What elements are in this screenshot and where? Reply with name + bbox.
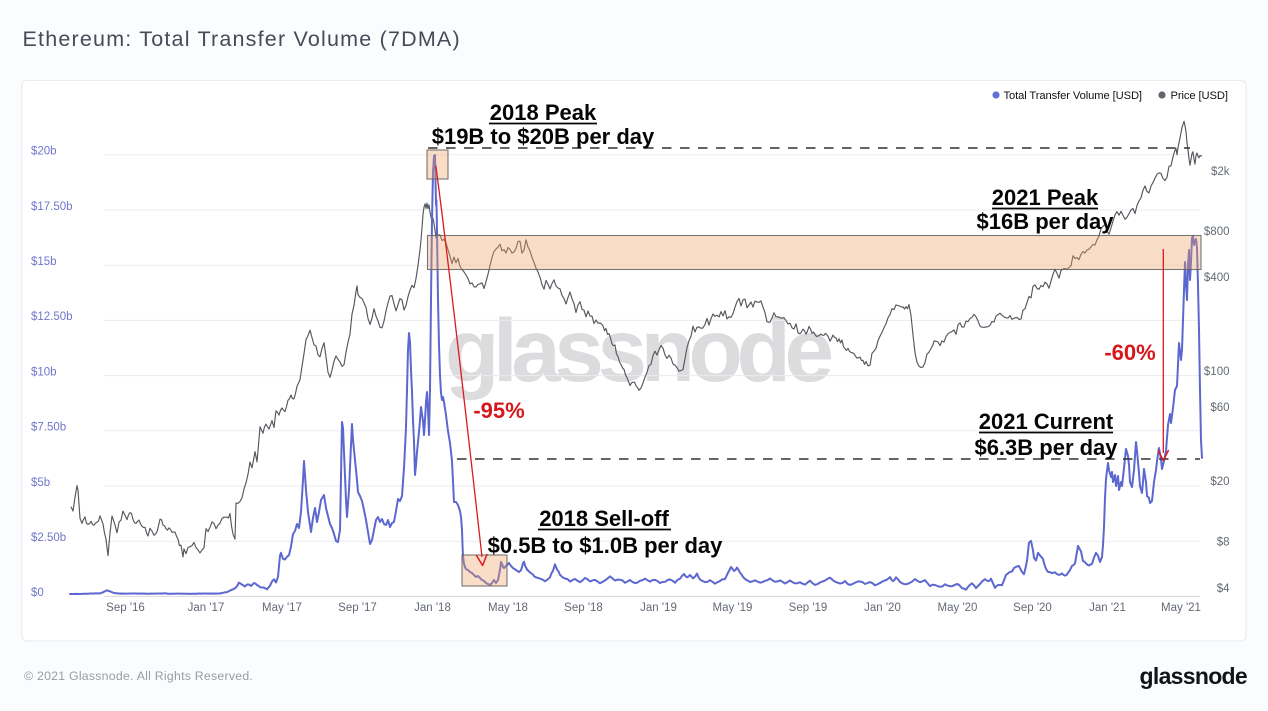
svg-text:May '18: May '18 xyxy=(488,602,528,614)
svg-text:Ethereum: Total Transfer Volum: Ethereum: Total Transfer Volume (7DMA) xyxy=(23,27,461,51)
svg-text:$20b: $20b xyxy=(31,146,57,158)
svg-text:-95%: -95% xyxy=(473,398,524,423)
svg-text:Total Transfer Volume [USD]: Total Transfer Volume [USD] xyxy=(1004,90,1142,102)
svg-text:$800: $800 xyxy=(1204,226,1230,238)
svg-text:$10b: $10b xyxy=(31,366,57,378)
svg-text:$20: $20 xyxy=(1210,476,1229,488)
svg-text:$2.50b: $2.50b xyxy=(31,532,66,544)
svg-text:2021 Peak: 2021 Peak xyxy=(992,185,1099,210)
svg-text:$400: $400 xyxy=(1204,272,1230,284)
svg-text:$60: $60 xyxy=(1210,402,1229,414)
svg-text:$2k: $2k xyxy=(1211,166,1230,178)
svg-text:glassnode: glassnode xyxy=(1140,663,1247,689)
svg-text:$6.3B per day: $6.3B per day xyxy=(974,435,1118,460)
svg-text:2021 Current: 2021 Current xyxy=(979,409,1114,434)
svg-text:$100: $100 xyxy=(1204,366,1230,378)
svg-text:Sep '16: Sep '16 xyxy=(106,602,145,614)
svg-text:Jan '17: Jan '17 xyxy=(188,602,225,614)
svg-text:Sep '20: Sep '20 xyxy=(1013,602,1052,614)
svg-text:2018 Sell-off: 2018 Sell-off xyxy=(539,506,669,531)
svg-text:Jan '19: Jan '19 xyxy=(640,602,677,614)
svg-text:$0: $0 xyxy=(31,587,44,599)
svg-text:May '20: May '20 xyxy=(938,602,978,614)
svg-text:May '21: May '21 xyxy=(1161,602,1201,614)
svg-text:May '17: May '17 xyxy=(262,602,302,614)
svg-text:$15b: $15b xyxy=(31,256,57,268)
svg-text:$8: $8 xyxy=(1217,537,1230,549)
svg-text:Jan '18: Jan '18 xyxy=(414,602,451,614)
svg-text:$19B to $20B per day: $19B to $20B per day xyxy=(432,124,655,149)
svg-text:$5b: $5b xyxy=(31,477,50,489)
svg-text:Sep '19: Sep '19 xyxy=(789,602,828,614)
svg-text:Sep '18: Sep '18 xyxy=(564,602,603,614)
svg-text:Jan '21: Jan '21 xyxy=(1089,602,1126,614)
svg-text:$16B per day: $16B per day xyxy=(977,209,1115,234)
svg-text:Sep '17: Sep '17 xyxy=(338,602,377,614)
svg-text:$12.50b: $12.50b xyxy=(31,311,73,323)
svg-text:$17.50b: $17.50b xyxy=(31,201,73,213)
svg-text:-60%: -60% xyxy=(1104,340,1155,365)
svg-text:Jan '20: Jan '20 xyxy=(864,602,901,614)
svg-text:May '19: May '19 xyxy=(713,602,753,614)
svg-text:Price [USD]: Price [USD] xyxy=(1171,90,1228,102)
svg-text:2018 Peak: 2018 Peak xyxy=(490,100,597,125)
svg-text:© 2021 Glassnode. All Rights R: © 2021 Glassnode. All Rights Reserved. xyxy=(24,669,253,683)
svg-text:$0.5B to $1.0B per day: $0.5B to $1.0B per day xyxy=(488,533,724,558)
svg-text:$4: $4 xyxy=(1217,583,1230,595)
svg-text:$7.50b: $7.50b xyxy=(31,422,66,434)
